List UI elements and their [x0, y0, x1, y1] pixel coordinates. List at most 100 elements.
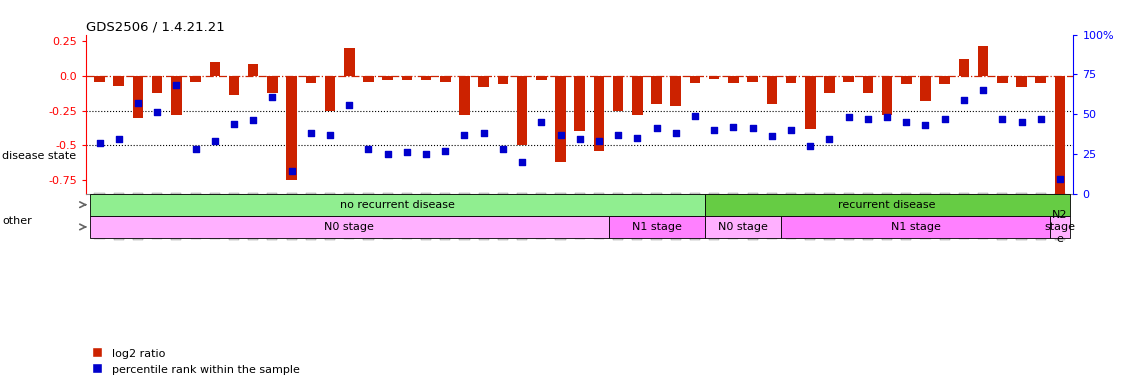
Bar — [633, 76, 643, 115]
Point — [1050, 176, 1069, 182]
Bar — [882, 76, 892, 115]
Text: other: other — [2, 216, 32, 226]
Point — [129, 100, 147, 106]
Text: N0 stage: N0 stage — [718, 222, 768, 232]
Point — [801, 143, 820, 149]
Bar — [728, 76, 738, 83]
Point — [993, 116, 1011, 122]
Bar — [996, 76, 1008, 83]
Bar — [785, 76, 797, 83]
Point — [379, 151, 397, 157]
Legend: log2 ratio, percentile rank within the sample: log2 ratio, percentile rank within the s… — [92, 348, 300, 375]
Text: GDS2506 / 1.4.21.21: GDS2506 / 1.4.21.21 — [86, 20, 225, 33]
Point — [821, 136, 839, 142]
Text: N1 stage: N1 stage — [891, 222, 941, 232]
Point — [782, 127, 800, 133]
Point — [302, 130, 320, 136]
Bar — [1035, 76, 1046, 83]
Point — [320, 132, 339, 138]
Bar — [228, 76, 239, 95]
Point — [340, 101, 358, 108]
Point — [417, 151, 435, 157]
Bar — [594, 76, 604, 151]
Bar — [670, 76, 681, 106]
Point — [685, 113, 704, 119]
Point — [590, 138, 608, 144]
Bar — [767, 76, 777, 104]
Text: disease state: disease state — [2, 151, 77, 161]
Bar — [325, 76, 335, 111]
Text: N2
stage
e: N2 stage e — [1045, 210, 1076, 243]
Point — [1013, 119, 1031, 125]
Bar — [844, 76, 854, 81]
Point — [245, 118, 263, 124]
Point — [628, 135, 646, 141]
Point — [1032, 116, 1050, 122]
Point — [263, 93, 281, 99]
Bar — [939, 76, 949, 84]
Bar — [479, 76, 489, 87]
Point — [571, 136, 589, 142]
Point — [647, 125, 666, 131]
Bar — [171, 76, 181, 115]
Bar — [344, 48, 355, 76]
Bar — [517, 76, 527, 145]
Text: no recurrent disease: no recurrent disease — [340, 200, 455, 210]
Bar — [363, 76, 374, 81]
Point — [762, 133, 781, 139]
Point — [724, 124, 743, 130]
Point — [744, 125, 762, 131]
Bar — [286, 76, 297, 180]
Bar — [959, 60, 969, 76]
Point — [974, 87, 992, 93]
Bar — [978, 46, 988, 76]
Bar — [705, 216, 782, 238]
Point — [533, 119, 551, 125]
Bar — [536, 76, 546, 80]
Bar — [133, 76, 144, 118]
Bar — [248, 64, 258, 76]
Bar — [901, 76, 912, 84]
Bar — [1055, 76, 1065, 198]
Bar — [209, 62, 220, 76]
Point — [205, 138, 224, 144]
Point — [494, 146, 512, 152]
Bar — [152, 76, 163, 93]
Point — [168, 82, 186, 88]
Bar — [782, 216, 1050, 238]
Point — [608, 132, 627, 138]
Bar — [382, 76, 393, 80]
Point — [667, 130, 685, 136]
Bar — [805, 76, 815, 129]
Bar — [705, 194, 1070, 216]
Point — [878, 114, 897, 120]
Point — [456, 132, 474, 138]
Point — [397, 149, 416, 155]
Point — [109, 136, 127, 142]
Bar — [459, 76, 470, 115]
Point — [436, 147, 455, 154]
Bar — [94, 76, 104, 81]
Point — [839, 114, 858, 120]
Bar — [114, 76, 124, 86]
Bar — [497, 76, 509, 84]
Bar — [267, 76, 278, 93]
Bar — [613, 76, 623, 111]
Point — [705, 127, 723, 133]
Bar — [1050, 216, 1070, 238]
Bar — [305, 76, 316, 83]
Text: N0 stage: N0 stage — [324, 222, 374, 232]
Bar — [556, 76, 566, 162]
Bar — [862, 76, 874, 93]
Bar — [747, 76, 758, 81]
Point — [282, 168, 301, 174]
Bar — [921, 76, 931, 101]
Bar — [402, 76, 412, 80]
Bar — [1016, 76, 1026, 87]
Point — [513, 159, 532, 165]
Point — [359, 146, 378, 152]
Point — [936, 116, 954, 122]
Bar — [574, 76, 585, 131]
Point — [91, 140, 109, 146]
Bar — [421, 76, 432, 80]
